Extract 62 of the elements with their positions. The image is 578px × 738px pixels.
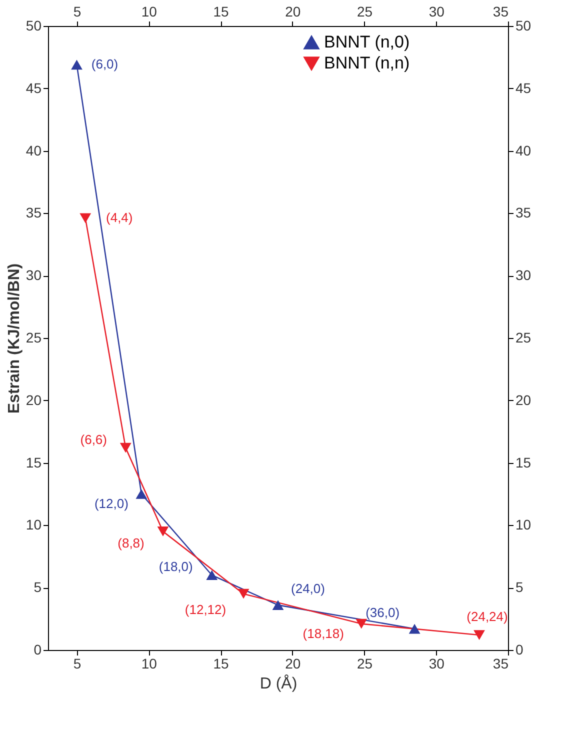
annotation: (36,0)	[366, 604, 400, 620]
legend-label: BNNT (n,0)	[324, 32, 410, 52]
x-axis-title: D (Å)	[260, 674, 298, 692]
y-axis-title: Estrain (KJ/mol/BN)	[6, 263, 23, 414]
x2-tick-label: 20	[285, 4, 301, 20]
point	[80, 213, 92, 224]
y2-tick-label: 40	[516, 142, 532, 158]
x-tick-label: 5	[73, 656, 82, 672]
y2-tick-label: 10	[516, 516, 532, 533]
x2-tick-label: 30	[428, 4, 445, 20]
annotation: (12,12)	[184, 602, 226, 617]
y2-tick-label: 0	[516, 642, 524, 658]
y2-tick-label: 15	[516, 454, 532, 470]
y-tick-label: 20	[26, 392, 42, 408]
annotation: (18,0)	[158, 559, 193, 574]
y-tick-label: 45	[26, 80, 42, 96]
y-tick-label: 25	[26, 330, 42, 346]
y-tick-label: 50	[26, 18, 42, 34]
y2-tick-label: 25	[516, 330, 532, 346]
point	[238, 588, 250, 599]
x-tick-label: 30	[428, 656, 445, 672]
point	[71, 60, 82, 70]
y2-tick-label: 35	[516, 204, 532, 221]
annotation: (6,6)	[80, 432, 107, 447]
legend-label: BNNT (n,n)	[324, 54, 410, 72]
annotation: (12,0)	[94, 496, 128, 511]
x-tick-label: 20	[285, 656, 301, 672]
y-tick-label: 0	[34, 642, 42, 658]
point	[356, 618, 368, 629]
annotation: (6,0)	[91, 56, 118, 72]
x-tick-label: 35	[492, 656, 509, 672]
y-tick-label: 30	[26, 267, 42, 284]
annotation: (18,18)	[302, 626, 344, 641]
x2-tick-label: 5	[73, 4, 82, 20]
y2-tick-label: 45	[516, 80, 532, 96]
y-tick-label: 35	[26, 204, 42, 221]
y2-tick-label: 30	[516, 267, 532, 284]
x2-tick-label: 35	[492, 4, 509, 20]
annotation: (4,4)	[106, 210, 133, 226]
annotation: (8,8)	[118, 535, 144, 550]
point	[136, 489, 148, 499]
x2-tick-label: 15	[213, 4, 229, 20]
y-tick-label: 40	[26, 142, 42, 158]
y2-tick-label: 5	[516, 579, 524, 596]
x-tick-label: 10	[141, 656, 158, 672]
point	[157, 526, 169, 536]
point	[120, 442, 132, 453]
annotation: (24,24)	[466, 609, 508, 624]
x2-tick-label: 10	[141, 4, 158, 20]
y2-tick-label: 50	[516, 18, 532, 34]
x2-tick-label: 25	[356, 4, 373, 20]
point	[272, 600, 284, 610]
x-tick-label: 15	[213, 656, 229, 672]
point	[474, 630, 485, 640]
y-tick-label: 10	[26, 516, 42, 533]
y2-tick-label: 20	[516, 392, 532, 408]
y-tick-label: 5	[34, 579, 42, 596]
x-tick-label: 25	[356, 656, 373, 672]
annotation: (24,0)	[291, 581, 325, 596]
point	[206, 570, 218, 580]
y-tick-label: 15	[26, 454, 42, 470]
point	[408, 624, 420, 634]
